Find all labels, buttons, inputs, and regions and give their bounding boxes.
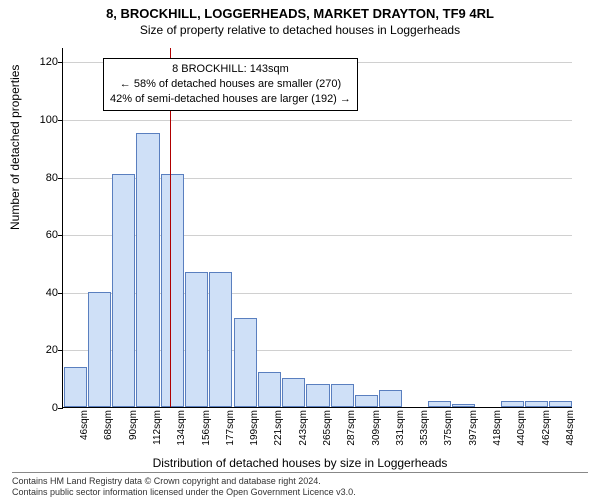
annotation-line-3: 42% of semi-detached houses are larger (… <box>110 92 351 107</box>
histogram-bar <box>112 174 135 407</box>
ytick-mark <box>58 408 63 409</box>
x-axis-label: Distribution of detached houses by size … <box>0 456 600 470</box>
annotation-line-2: ← 58% of detached houses are smaller (27… <box>110 77 351 92</box>
histogram-bar <box>258 372 281 407</box>
ytick-mark <box>58 350 63 351</box>
histogram-bar <box>501 401 524 407</box>
chart-container: 8, BROCKHILL, LOGGERHEADS, MARKET DRAYTO… <box>0 0 600 500</box>
histogram-bar <box>331 384 354 407</box>
ytick-mark <box>58 62 63 63</box>
ytick-label: 60 <box>28 229 58 241</box>
ytick-label: 40 <box>28 287 58 299</box>
ytick-mark <box>58 293 63 294</box>
histogram-bar <box>88 292 111 407</box>
ytick-mark <box>58 120 63 121</box>
footer: Contains HM Land Registry data © Crown c… <box>12 472 588 498</box>
histogram-bar <box>379 390 402 407</box>
footer-line-1: Contains HM Land Registry data © Crown c… <box>12 476 588 487</box>
histogram-bar <box>64 367 87 407</box>
ytick-label: 80 <box>28 172 58 184</box>
annotation-box: 8 BROCKHILL: 143sqm← 58% of detached hou… <box>103 58 358 111</box>
histogram-bar <box>282 378 305 407</box>
histogram-bar <box>234 318 257 407</box>
histogram-bar <box>209 272 232 407</box>
histogram-bar <box>525 401 548 407</box>
histogram-bar <box>549 401 572 407</box>
gridline <box>63 120 572 121</box>
y-axis-label: Number of detached properties <box>8 65 22 230</box>
histogram-bar <box>355 395 378 407</box>
histogram-bar <box>306 384 329 407</box>
annotation-line-1: 8 BROCKHILL: 143sqm <box>110 62 351 77</box>
ytick-mark <box>58 178 63 179</box>
ytick-label: 120 <box>28 56 58 68</box>
histogram-bar <box>452 404 475 407</box>
chart-subtitle: Size of property relative to detached ho… <box>0 23 600 37</box>
ytick-mark <box>58 235 63 236</box>
histogram-bar <box>185 272 208 407</box>
ytick-label: 100 <box>28 114 58 126</box>
ytick-label: 0 <box>28 402 58 414</box>
chart-title: 8, BROCKHILL, LOGGERHEADS, MARKET DRAYTO… <box>0 0 600 21</box>
chart-area: 02040608010012046sqm68sqm90sqm112sqm134s… <box>62 48 572 408</box>
histogram-bar <box>161 174 184 407</box>
histogram-bar <box>136 133 159 407</box>
histogram-bar <box>428 401 451 407</box>
ytick-label: 20 <box>28 344 58 356</box>
plot-region: 02040608010012046sqm68sqm90sqm112sqm134s… <box>62 48 572 408</box>
footer-line-2: Contains public sector information licen… <box>12 487 588 498</box>
